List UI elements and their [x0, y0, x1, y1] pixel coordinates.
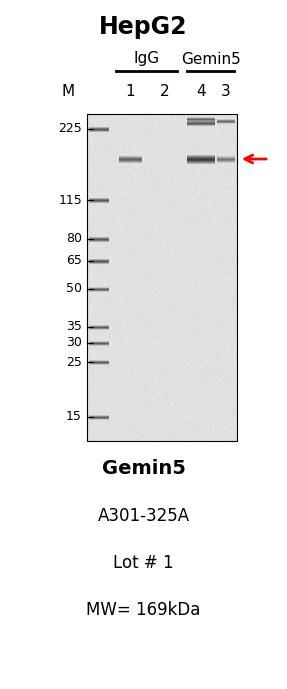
Text: M: M: [61, 85, 75, 99]
Text: 115: 115: [58, 194, 82, 207]
Text: 3: 3: [221, 85, 231, 99]
Text: 35: 35: [66, 320, 82, 333]
Text: A301-325A: A301-325A: [98, 507, 189, 525]
Text: HepG2: HepG2: [99, 15, 188, 39]
Text: Gemin5: Gemin5: [181, 52, 241, 67]
Text: 2: 2: [160, 85, 170, 99]
Text: Gemin5: Gemin5: [102, 460, 185, 478]
Text: 225: 225: [58, 123, 82, 136]
Text: 30: 30: [66, 336, 82, 349]
Text: 1: 1: [126, 85, 135, 99]
Text: 25: 25: [66, 356, 82, 369]
Text: 4: 4: [196, 85, 206, 99]
Text: 65: 65: [66, 254, 82, 267]
Text: IgG: IgG: [133, 52, 159, 67]
Text: 15: 15: [66, 411, 82, 424]
Text: 80: 80: [66, 232, 82, 245]
Text: 50: 50: [66, 282, 82, 296]
Text: MW= 169kDa: MW= 169kDa: [86, 601, 201, 619]
Bar: [87, 114, 237, 441]
Text: Lot # 1: Lot # 1: [113, 554, 174, 572]
